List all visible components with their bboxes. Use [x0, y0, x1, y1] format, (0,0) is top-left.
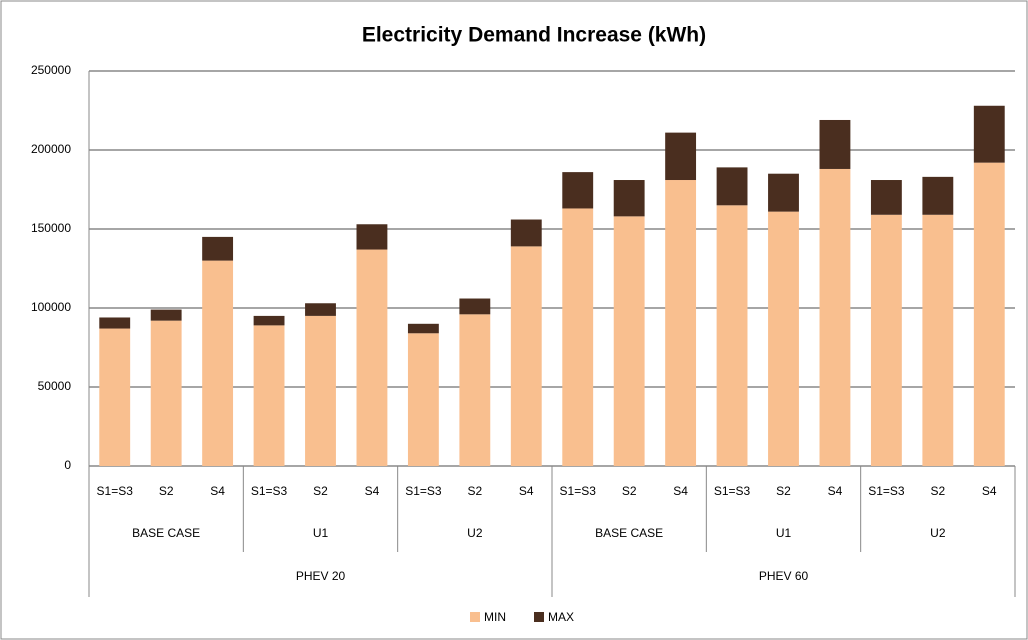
bar-segment	[356, 249, 388, 466]
bar-segment	[202, 260, 234, 466]
bar-segment	[202, 236, 234, 261]
x-tick-label: S4	[519, 484, 534, 498]
bar-segment	[150, 320, 182, 466]
bar-segment	[356, 224, 388, 250]
bar-segment	[716, 205, 748, 467]
bar-segment	[305, 315, 336, 466]
legend-label: MAX	[548, 610, 574, 624]
subgroup-label: BASE CASE	[595, 526, 663, 540]
bar-segment	[613, 180, 645, 217]
bar-segment	[407, 323, 439, 334]
subgroup-label: U2	[930, 526, 946, 540]
subgroup-label: U2	[467, 526, 483, 540]
bar-segment	[407, 333, 439, 466]
subgroup-label: U1	[776, 526, 792, 540]
x-tick-label: S1=S3	[868, 484, 905, 498]
x-tick-label: S4	[210, 484, 225, 498]
x-tick-label: S4	[365, 484, 380, 498]
subgroup-label: U1	[313, 526, 329, 540]
bar-segment	[253, 315, 285, 326]
bar-segment	[973, 105, 1005, 163]
group-label: PHEV 20	[296, 569, 346, 583]
legend-swatch	[534, 612, 544, 622]
y-tick-label: 100000	[31, 300, 71, 314]
bar-segment	[510, 219, 542, 247]
x-tick-label: S2	[930, 484, 945, 498]
bar-segment	[253, 325, 285, 466]
x-tick-label: S1=S3	[251, 484, 288, 498]
bar-segment	[768, 173, 799, 212]
bar-segment	[819, 119, 851, 169]
bar-segment	[973, 162, 1005, 466]
chart-title: Electricity Demand Increase (kWh)	[362, 24, 706, 47]
y-tick-label: 200000	[31, 142, 71, 156]
bar-segment	[150, 309, 182, 321]
x-tick-label: S4	[673, 484, 688, 498]
legend-swatch	[470, 612, 480, 622]
x-tick-label: S1=S3	[97, 484, 134, 498]
bar-segment	[459, 298, 491, 315]
bar-segment	[305, 303, 336, 316]
x-tick-label: S2	[313, 484, 328, 498]
bar-segment	[562, 208, 594, 466]
x-tick-label: S2	[159, 484, 174, 498]
y-tick-label: 150000	[31, 221, 71, 235]
legend-label: MIN	[484, 610, 506, 624]
y-tick-label: 50000	[38, 379, 72, 393]
bar-segment	[819, 168, 851, 466]
x-tick-label: S1=S3	[405, 484, 442, 498]
x-tick-label: S2	[622, 484, 637, 498]
subgroup-label: BASE CASE	[132, 526, 200, 540]
bar-segment	[870, 214, 902, 466]
bar-segment	[562, 172, 594, 209]
bar-segment	[768, 211, 799, 466]
x-tick-label: S1=S3	[560, 484, 597, 498]
x-tick-label: S4	[982, 484, 997, 498]
bar-segment	[665, 180, 697, 466]
x-tick-label: S1=S3	[714, 484, 751, 498]
x-tick-label: S2	[467, 484, 482, 498]
bar-segment	[613, 216, 645, 466]
group-label: PHEV 60	[759, 569, 809, 583]
x-tick-label: S2	[776, 484, 791, 498]
bar-segment	[99, 317, 131, 329]
bar-segment	[922, 176, 954, 215]
y-tick-label: 250000	[31, 63, 71, 77]
bar-segment	[459, 314, 491, 466]
bar-segment	[716, 167, 748, 206]
bar-segment	[870, 180, 902, 215]
y-tick-label: 0	[64, 458, 71, 472]
bar-segment	[99, 328, 131, 466]
x-tick-label: S4	[828, 484, 843, 498]
bar-segment	[922, 214, 954, 466]
bar-segment	[665, 132, 697, 181]
bar-segment	[510, 246, 542, 466]
